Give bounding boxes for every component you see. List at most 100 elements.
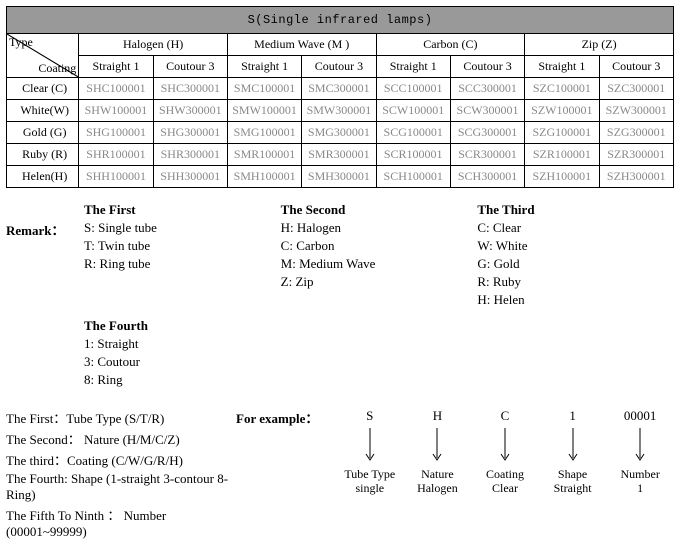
code-cell: SMG300001 [302,122,376,144]
code-cell: SCH100001 [376,166,450,188]
remark-line: H: Helen [477,292,674,308]
code-cell: SZW100001 [525,100,599,122]
example-meaning: Tube Typesingle [344,468,395,496]
row-label: Gold (G) [7,122,79,144]
code-cell: SHH300001 [153,166,227,188]
code-cell: SCR300001 [450,144,524,166]
down-arrow-icon [499,424,511,468]
remark-line: 8: Ring [84,372,674,388]
sub-header: Straight 1 [227,56,301,78]
code-cell: SHR300001 [153,144,227,166]
code-cell: SMG100001 [227,122,301,144]
remark-line: Z: Zip [281,274,478,290]
structure-line: The Fifth To Ninth ： Number (00001~99999… [6,505,236,540]
example-column: STube Typesingle [336,408,404,496]
code-cell: SZG100001 [525,122,599,144]
structure-line: The third：Coating (C/W/G/R/H) [6,450,236,469]
example-meaning: NatureHalogen [417,468,458,496]
code-cell: SHW100001 [79,100,153,122]
code-cell: SZH300001 [599,166,674,188]
table-title: S(Single infrared lamps) [7,7,674,34]
product-code-table: S(Single infrared lamps) Type Coating Ha… [6,6,674,188]
row-label: White(W) [7,100,79,122]
remark-line: W: White [477,238,674,254]
example-meaning: ShapeStraight [554,468,592,496]
code-cell: SCG100001 [376,122,450,144]
code-cell: SCW300001 [450,100,524,122]
code-cell: SHH100001 [79,166,153,188]
code-cell: SMW100001 [227,100,301,122]
code-cell: SZG300001 [599,122,674,144]
example-meaning: CoatingClear [486,468,524,496]
code-cell: SZC100001 [525,78,599,100]
example-column: H NatureHalogen [404,408,472,496]
sub-header: Coutour 3 [599,56,674,78]
sub-header: Coutour 3 [302,56,376,78]
diagonal-header: Type Coating [7,34,79,78]
example-column: CCoatingClear [471,408,539,496]
remark-fourth: The Fourth 1: Straight 3: Coutour 8: Ring [84,318,674,388]
remark-line: T: Twin tube [84,238,281,254]
code-cell: SHG300001 [153,122,227,144]
group-header: Carbon (C) [376,34,525,56]
structure-line: The First：Tube Type (S/T/R) [6,408,236,427]
remark-section: Remark： The First S: Single tube T: Twin t… [6,202,674,310]
code-cell: SCC300001 [450,78,524,100]
remark-line: S: Single tube [84,220,281,236]
example-column: 00001Number1 [606,408,674,496]
sub-header: Straight 1 [376,56,450,78]
example-code-char: H [433,408,442,424]
code-cell: SHW300001 [153,100,227,122]
code-cell: SCC100001 [376,78,450,100]
remark-label: Remark： [6,202,84,310]
remark-line: M: Medium Wave [281,256,478,272]
code-cell: SHC300001 [153,78,227,100]
down-arrow-icon [634,424,646,468]
sub-header: Straight 1 [79,56,153,78]
remark-column: The Third C: Clear W: White G: Gold R: Ruby H… [477,202,674,310]
code-cell: SCR100001 [376,144,450,166]
example-column: 1 ShapeStraight [539,408,607,496]
code-structure-lines: The First：Tube Type (S/T/R) The Second： N… [6,408,236,542]
remark-line: R: Ring tube [84,256,281,272]
remark-col-title: The Second [281,202,478,218]
for-example-label: For example： [236,408,336,427]
code-cell: SZR300001 [599,144,674,166]
code-cell: SZC300001 [599,78,674,100]
remark-line: H: Halogen [281,220,478,236]
code-cell: SHC100001 [79,78,153,100]
table-row: White(W)SHW100001SHW300001SMW100001SMW30… [7,100,674,122]
sub-header: Straight 1 [525,56,599,78]
code-cell: SMR100001 [227,144,301,166]
remark-col-title: The First [84,202,281,218]
row-label: Ruby (R) [7,144,79,166]
example-code-char: 1 [569,408,576,424]
table-row: Gold (G)SHG100001SHG300001SMG100001SMG30… [7,122,674,144]
remark-line: 1: Straight [84,336,674,352]
code-cell: SMC100001 [227,78,301,100]
remark-fourth-title: The Fourth [84,318,674,334]
example-meaning: Number1 [621,468,660,496]
code-cell: SCG300001 [450,122,524,144]
code-cell: SHR100001 [79,144,153,166]
remark-line: G: Gold [477,256,674,272]
structure-line: The Second： Nature (H/M/C/Z) [6,429,236,448]
sub-header: Coutour 3 [450,56,524,78]
remark-column: The First S: Single tube T: Twin tube R: Ri… [84,202,281,310]
sub-header: Coutour 3 [153,56,227,78]
table-row: Clear (C)SHC100001SHC300001SMC100001SMC3… [7,78,674,100]
code-cell: SZR100001 [525,144,599,166]
code-cell: SCW100001 [376,100,450,122]
code-cell: SMC300001 [302,78,376,100]
table-row: Ruby (R)SHR100001SHR300001SMR100001SMR30… [7,144,674,166]
remark-line: C: Clear [477,220,674,236]
remark-line: R: Ruby [477,274,674,290]
remark-line: 3: Coutour [84,354,674,370]
down-arrow-icon [567,424,579,468]
remark-column: The SecondH: HalogenC: CarbonM: Medium W… [281,202,478,310]
group-header: Halogen (H) [79,34,228,56]
structure-line: The Fourth: Shape (1-straight 3-contour … [6,471,236,503]
code-cell: SCH300001 [450,166,524,188]
remark-col-title: The Third [477,202,674,218]
code-cell: SMR300001 [302,144,376,166]
